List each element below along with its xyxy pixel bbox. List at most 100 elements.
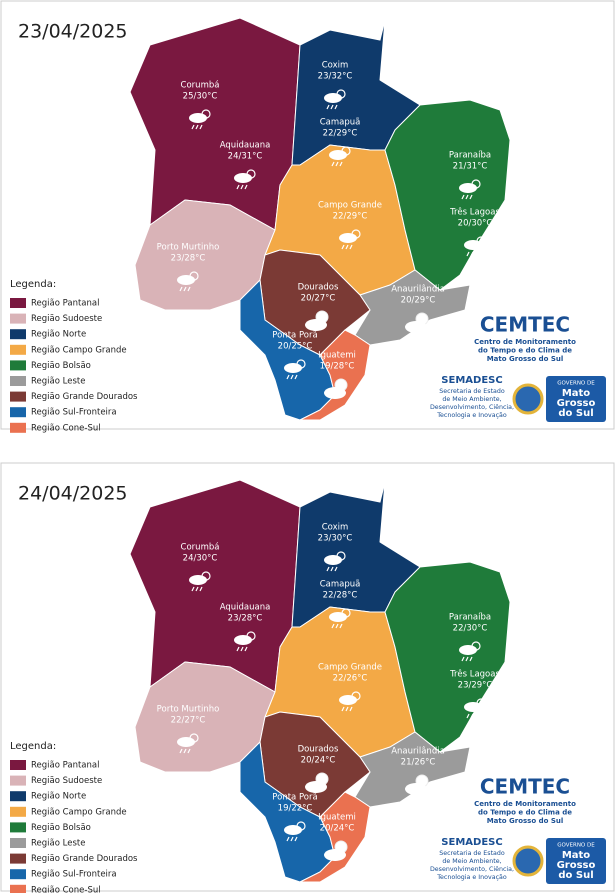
city-temp: 22/29°C [323, 129, 358, 139]
crest [512, 845, 544, 877]
cloud [324, 849, 346, 861]
city-name: Iguatemi [318, 351, 356, 361]
city-temp: 24/30°C [183, 554, 218, 564]
cemtec-line: Mato Grosso do Sul [487, 355, 564, 363]
weather-icon [339, 229, 361, 250]
city-temp: 20/27°C [301, 294, 336, 304]
legend-title: Legenda: [10, 741, 56, 752]
city-temp: 19/22°C [278, 804, 313, 814]
city-temp: 20/24°C [301, 756, 336, 766]
legend-label: Região Sudoeste [31, 314, 102, 324]
city-temp: 23/30°C [318, 534, 353, 544]
city-temp: 22/26°C [333, 674, 368, 684]
cemtec-line: do Tempo e do Clima de [478, 347, 572, 355]
legend-label: Região Leste [31, 839, 85, 849]
city-temp: 25/30°C [183, 92, 218, 102]
cloud [459, 645, 477, 655]
rain [461, 656, 473, 662]
cloud [324, 387, 346, 399]
legend-label: Região Bolsão [31, 823, 91, 833]
cloud [177, 737, 195, 747]
semadesc-line: de Meio Ambiente, [442, 396, 501, 403]
cloud [329, 150, 347, 160]
cloud [284, 363, 302, 373]
legend-swatch [10, 298, 26, 308]
rain [236, 646, 248, 652]
city-name: Paranaíba [449, 613, 491, 623]
cloud [177, 275, 195, 285]
city-temp: 23/28°C [171, 254, 206, 264]
city-temp: 23/28°C [228, 614, 263, 624]
governo-box [546, 838, 606, 884]
cloud [284, 825, 302, 835]
city-name: Ponta Porã [272, 331, 317, 341]
legend-swatch [10, 822, 26, 833]
city-temp: 23/29°C [458, 681, 493, 691]
rain [466, 251, 478, 257]
weather-icon [305, 310, 329, 331]
city-temp: 19/28°C [320, 362, 355, 372]
legend-label: Região Sul-Fronteira [31, 408, 117, 418]
city-name: Camapuã [320, 580, 361, 590]
weather-icon [459, 179, 481, 200]
rain [236, 184, 248, 190]
semadesc-line: Desenvolvimento, Ciência, [430, 865, 514, 873]
rain [466, 713, 478, 719]
cloud [305, 781, 327, 793]
cloud [329, 612, 347, 622]
region [354, 269, 471, 346]
city-name: Aquidauana [220, 603, 271, 613]
semadesc-line: Secretaria de Estado [439, 388, 505, 395]
legend-label: Região Norte [31, 330, 86, 340]
city-temp: 22/27°C [171, 716, 206, 726]
legend-swatch [10, 853, 26, 864]
cemtec-line: do Tempo e do Clima de [478, 809, 572, 817]
city-name: Anaurilândia [391, 747, 445, 757]
weather-icon [339, 691, 361, 712]
city-name: Ponta Porã [272, 793, 317, 803]
city-name: Três Lagoas [449, 669, 500, 680]
cloud [339, 233, 357, 243]
city-name: Três Lagoas [449, 207, 500, 218]
weather-icon [405, 312, 429, 333]
weather-icon [459, 641, 481, 662]
governo-top: GOVERNO DE [557, 381, 595, 387]
region [384, 99, 511, 291]
legend-swatch [10, 791, 26, 802]
cloud [189, 113, 207, 123]
legend-swatch [10, 313, 26, 324]
legend-title: Legenda: [10, 279, 56, 290]
rain [191, 586, 203, 592]
governo-top: GOVERNO DE [557, 843, 595, 849]
weather-icon [189, 571, 211, 592]
weather-icon [284, 821, 306, 842]
region [354, 731, 471, 808]
legend-swatch [10, 869, 26, 880]
rain [341, 706, 353, 712]
legend-swatch [10, 360, 26, 371]
cloud [405, 783, 427, 795]
semadesc-line: Tecnologia e Inovação [436, 412, 507, 419]
city-name: Dourados [298, 745, 339, 755]
cloud [324, 93, 342, 103]
legend-swatch [10, 391, 26, 402]
date: 24/04/2025 [18, 483, 128, 505]
city-name: Corumbá [181, 81, 220, 91]
cloud [305, 319, 327, 331]
rain [326, 566, 338, 572]
weather-icon [464, 236, 486, 257]
rain [331, 623, 343, 629]
city-name: Porto Murtinho [157, 243, 220, 253]
legend-label: Região Grande Dourados [31, 854, 138, 864]
rain [341, 244, 353, 250]
weather-icon [177, 733, 199, 754]
governo-line: Mato [562, 850, 590, 861]
weather-icon [284, 359, 306, 380]
rain [331, 161, 343, 167]
semadesc-title: SEMADESC [441, 375, 502, 386]
cloud [464, 240, 482, 250]
weather-icon [324, 378, 348, 399]
governo-box [546, 376, 606, 422]
